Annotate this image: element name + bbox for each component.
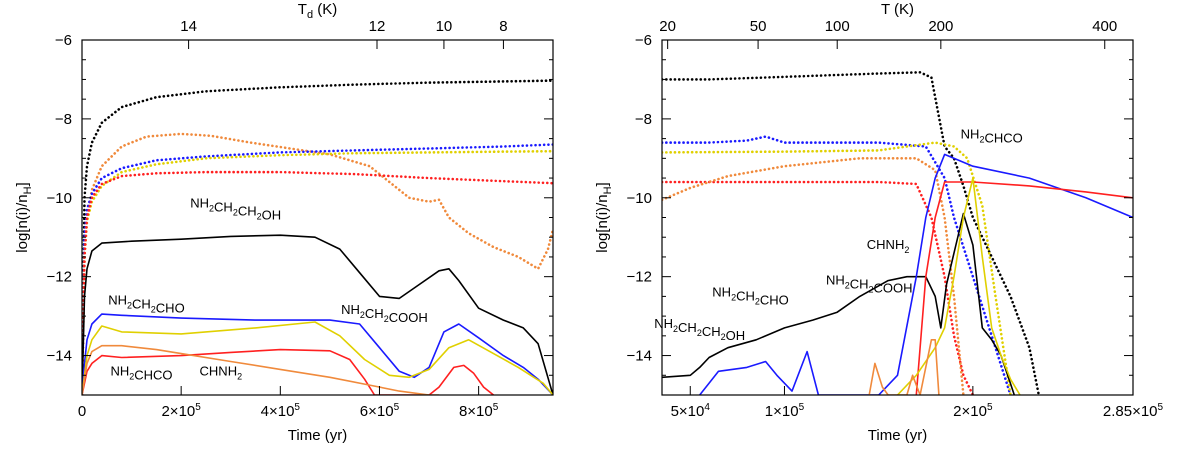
right-x-tick-label-1: 1×105 (765, 402, 805, 420)
right-panel: −6 −8 −10 −12 −14 5×104 1×105 2×105 2.85×105 20 50… (594, 1, 1164, 444)
left-x-tick-label-3: 6×105 (360, 402, 400, 420)
right-series-2-dotted (662, 141, 1012, 395)
right-x-tick-label-2: 2×105 (953, 402, 993, 420)
right-y-axis-label: log[n(i)/nH] (594, 182, 614, 252)
left-series-1-dotted (82, 132, 553, 395)
left-series-0-dotted (82, 79, 553, 395)
left-series-5-solid (82, 234, 553, 395)
right-top-tick-label-4: 400 (1092, 18, 1117, 35)
left-y-axis-label: log[n(i)/nH] (14, 182, 34, 252)
left-series-7-solid (82, 321, 553, 395)
left-top-tick-label-0: 14 (180, 18, 197, 35)
right-series-1-dotted (662, 135, 1012, 395)
left-top-axis-label: Td (K) (298, 1, 337, 21)
right-series-3-dotted (662, 180, 975, 395)
left-series-8-solid (82, 348, 495, 395)
left-x-tick-label-4: 8×105 (459, 402, 499, 420)
left-panel: −6 −8 −10 −12 −14 0 2×105 4×105 6×105 8×105 14 12 10… (14, 1, 554, 444)
left-x-tick-label-2: 4×105 (261, 402, 301, 420)
right-top-axis-label: T (K) (881, 1, 914, 18)
left-series-4-dotted (82, 170, 553, 395)
right-series-9-solid (868, 338, 940, 395)
right-y-tick-label-1: −8 (635, 111, 652, 128)
right-top-tick-label-0: 20 (659, 18, 676, 35)
left-y-tick-label-0: −6 (55, 32, 72, 49)
right-series-0-dotted (662, 71, 1041, 395)
right-annotation-1: CHNH2 (867, 237, 910, 255)
left-y-tick-label-2: −10 (47, 190, 72, 207)
right-annotation-4: NH2CH2CH2OH (654, 316, 745, 343)
right-x-tick-label-3: 2.85×105 (1103, 402, 1164, 420)
right-series-5-solid (662, 212, 1016, 395)
right-y-tick-label-2: −10 (627, 190, 652, 207)
right-series-8-solid (896, 177, 1021, 395)
right-y-tick-label-3: −12 (627, 269, 652, 286)
right-top-tick-label-1: 50 (750, 18, 767, 35)
right-x-axis-label: Time (yr) (868, 427, 927, 444)
left-annotation-4: CHNH2 (200, 363, 243, 381)
left-x-axis-label: Time (yr) (288, 427, 347, 444)
left-plot-frame (81, 39, 554, 396)
left-series-6-solid (82, 313, 553, 395)
right-annotation-0: NH2CHCO (961, 127, 1023, 146)
right-series-4-dotted (662, 157, 965, 395)
right-annotation-3: NH2CH2CHO (712, 284, 788, 307)
left-annotation-3: NH2CHCO (110, 363, 172, 382)
left-top-tick-label-2: 10 (436, 18, 453, 35)
left-series-group (82, 79, 553, 395)
left-annotation-0: NH2CH2CH2OH (190, 196, 281, 223)
right-series-7-solid (915, 181, 1133, 395)
left-annotation-1: NH2CH2CHO (108, 292, 184, 315)
left-y-tick-label-4: −14 (47, 348, 72, 365)
right-series-6-solid (698, 153, 1133, 395)
right-top-tick-label-2: 100 (825, 18, 850, 35)
left-series-3-dotted (82, 149, 553, 395)
left-top-tick-label-3: 8 (499, 18, 507, 35)
left-series-2-dotted (82, 143, 553, 395)
right-top-tick-label-3: 200 (928, 18, 953, 35)
left-y-tick-label-3: −12 (47, 269, 72, 286)
right-x-tick-label-0: 5×104 (671, 402, 711, 420)
left-x-tick-label-1: 2×105 (161, 402, 201, 420)
left-series-9-solid (82, 344, 440, 395)
right-series-group (662, 71, 1133, 395)
left-top-tick-label-1: 12 (369, 18, 386, 35)
right-y-tick-label-0: −6 (635, 32, 652, 49)
left-x-tick-label-0: 0 (78, 403, 86, 420)
left-y-tick-label-1: −8 (55, 111, 72, 128)
right-annotation-2: NH2CH2COOH (826, 273, 913, 296)
left-annotation-2: NH2CH2COOH (341, 302, 428, 325)
right-y-tick-label-4: −14 (627, 348, 652, 365)
